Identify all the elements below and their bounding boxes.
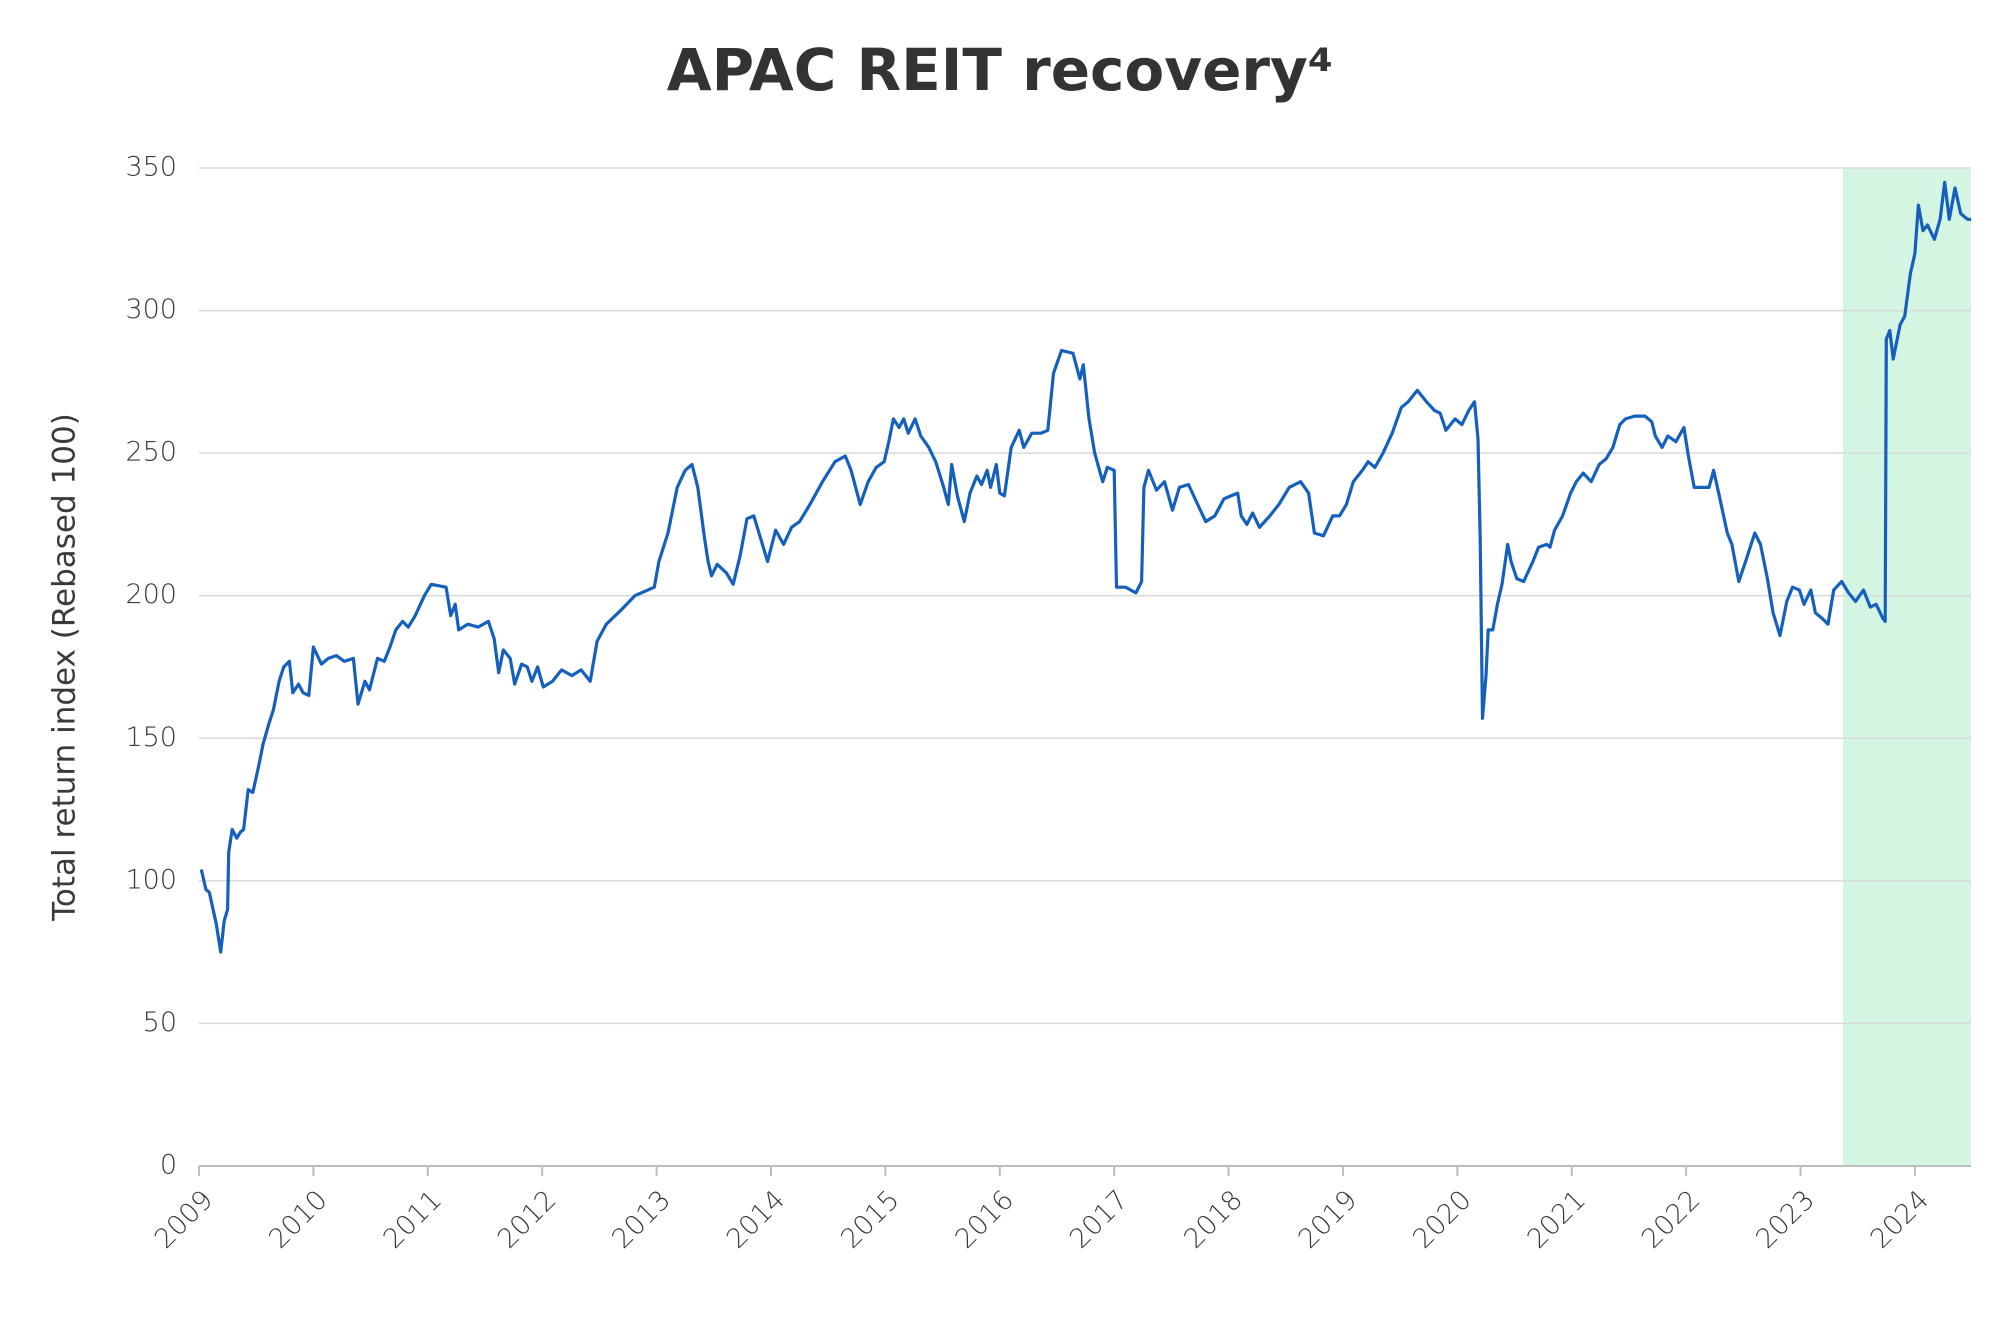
x-tick-label: 2009 <box>149 1184 220 1255</box>
x-tick-label: 2024 <box>1865 1184 1936 1255</box>
highlight-region <box>1842 168 1971 1166</box>
x-tick-label: 2017 <box>1064 1184 1135 1255</box>
x-tick-label: 2018 <box>1178 1184 1249 1255</box>
y-tick-label: 350 <box>125 152 177 183</box>
x-tick-label: 2016 <box>950 1184 1021 1255</box>
x-tick-label: 2014 <box>721 1184 792 1255</box>
x-tick-label: 2013 <box>606 1184 677 1255</box>
y-tick-label: 250 <box>125 437 177 468</box>
y-axis-label: Total return index (Rebased 100) <box>47 413 83 922</box>
x-tick-label: 2019 <box>1293 1184 1364 1255</box>
chart-title: APAC REIT recovery⁴ <box>667 36 1333 104</box>
x-tick-label: 2010 <box>263 1184 334 1255</box>
x-tick-label: 2023 <box>1750 1184 1821 1255</box>
y-tick-label: 100 <box>125 864 177 895</box>
x-tick-label: 2022 <box>1636 1184 1707 1255</box>
y-tick-label: 300 <box>125 294 177 325</box>
y-tick-label: 50 <box>143 1007 177 1038</box>
x-tick-label: 2020 <box>1407 1184 1478 1255</box>
y-tick-label: 200 <box>125 579 177 610</box>
x-tick-label: 2021 <box>1521 1184 1592 1255</box>
y-tick-label: 0 <box>160 1150 177 1181</box>
x-tick-label: 2012 <box>492 1184 563 1255</box>
y-tick-label: 150 <box>125 722 177 753</box>
line-series <box>199 180 1971 954</box>
x-tick-label: 2015 <box>835 1184 906 1255</box>
x-tick-label: 2011 <box>378 1184 449 1255</box>
